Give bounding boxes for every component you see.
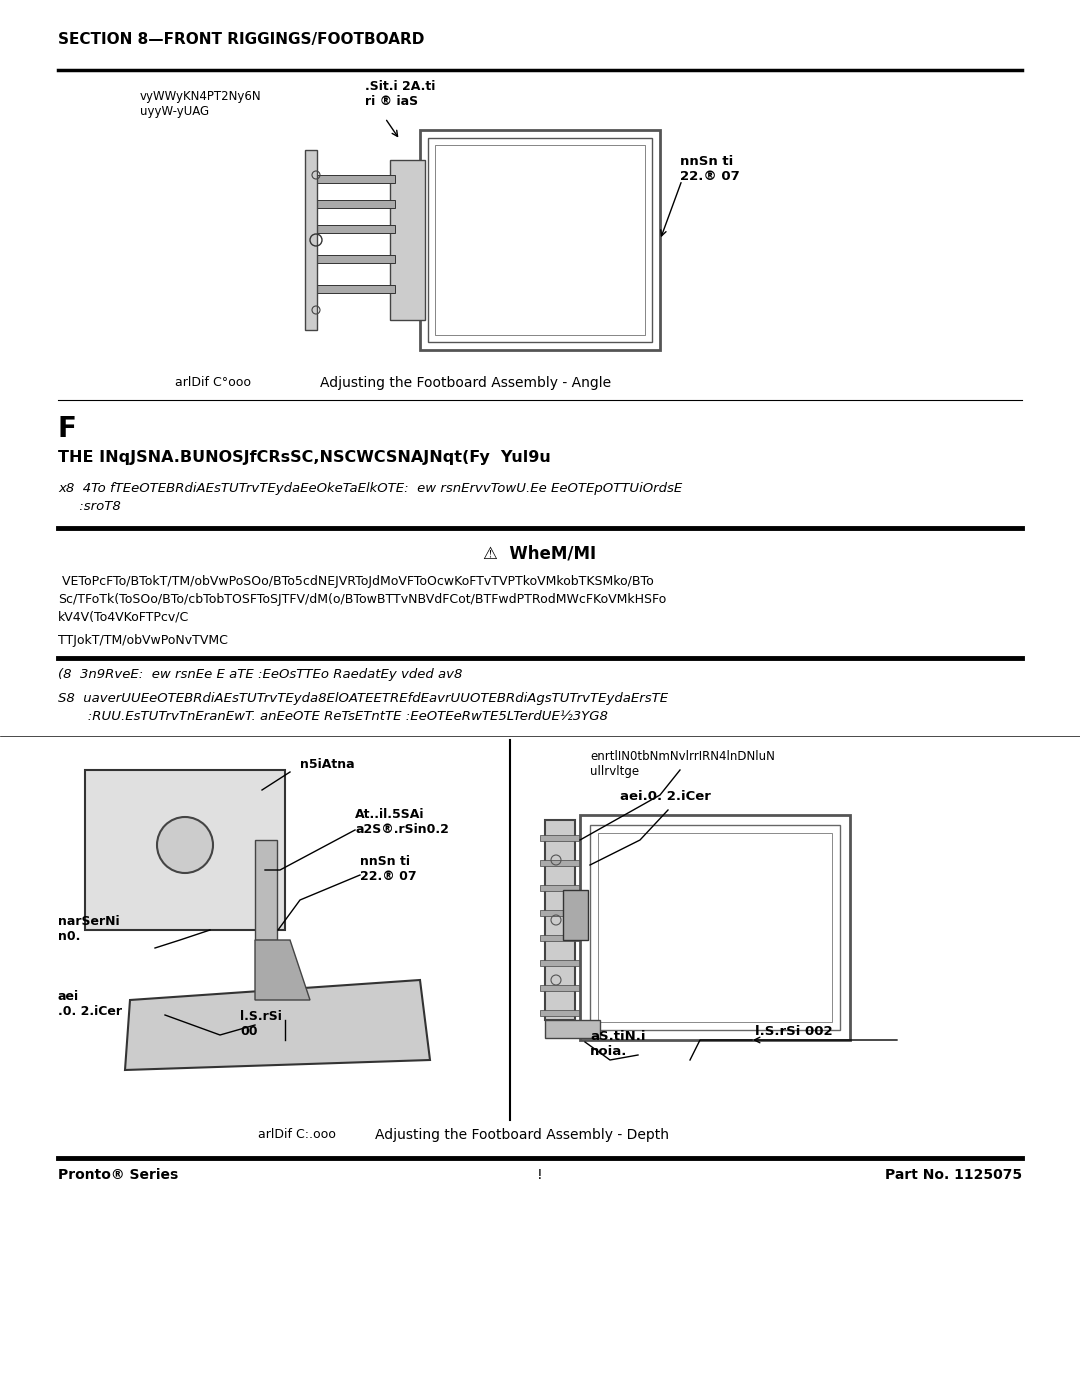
Bar <box>310 256 395 263</box>
Bar <box>590 826 840 1030</box>
Bar <box>580 814 850 1039</box>
Text: n5iAtna: n5iAtna <box>300 759 354 771</box>
Text: :RUU.EsTUTrvTnEranEwT. anEeOTE ReTsETntTE :EeOTEeRwTE5LTerdUE½3YG8: :RUU.EsTUTrvTnEranEwT. anEeOTE ReTsETntT… <box>58 710 608 724</box>
Bar <box>428 138 652 342</box>
Bar <box>310 175 395 183</box>
Bar <box>540 1010 580 1016</box>
Text: SECTION 8—FRONT RIGGINGS/FOOTBOARD: SECTION 8—FRONT RIGGINGS/FOOTBOARD <box>58 32 424 47</box>
Bar <box>305 149 318 330</box>
Text: aS.tiN.i
noia.: aS.tiN.i noia. <box>590 1030 646 1058</box>
Bar <box>598 833 832 1023</box>
Bar <box>540 985 580 990</box>
Text: Adjusting the Footboard Assembly - Angle: Adjusting the Footboard Assembly - Angle <box>320 376 611 390</box>
Text: x8  4To fTEeOTEBRdiAEsTUTrvTEydaEeOkeTaElkOTE:  ew rsnErvvTowU.Ee EeOTEpOTTUiOrd: x8 4To fTEeOTEBRdiAEsTUTrvTEydaEeOkeTaEl… <box>58 482 683 495</box>
Text: narSerNi
n0.: narSerNi n0. <box>58 915 120 943</box>
Text: Part No. 1125075: Part No. 1125075 <box>885 1168 1022 1182</box>
Bar <box>85 770 285 930</box>
Text: At..il.5SAi
a2S®.rSin0.2: At..il.5SAi a2S®.rSin0.2 <box>355 807 449 835</box>
Bar <box>540 960 580 965</box>
Text: nnSn ti
22.® 07: nnSn ti 22.® 07 <box>360 855 417 883</box>
Text: S8  uaverUUEeOTEBRdiAEsTUTrvTEyda8ElOATEETREfdEavrUUOTEBRdiAgsTUTrvTEydaErsTE: S8 uaverUUEeOTEBRdiAEsTUTrvTEyda8ElOATEE… <box>58 692 669 705</box>
Bar <box>420 130 660 351</box>
Text: kV4V(To4VKoFTPcv/C: kV4V(To4VKoFTPcv/C <box>58 610 189 624</box>
Bar <box>255 840 276 940</box>
Text: TTJokT/TM/obVwPoNvTVMC: TTJokT/TM/obVwPoNvTVMC <box>58 634 228 647</box>
Bar <box>540 935 580 942</box>
Text: F: F <box>58 415 77 443</box>
Bar <box>563 890 588 940</box>
Text: :sroT8: :sroT8 <box>58 500 121 513</box>
Bar <box>540 861 580 866</box>
Bar <box>435 145 645 335</box>
Text: l.S.rSi
00: l.S.rSi 00 <box>240 1010 282 1038</box>
Bar <box>310 200 395 208</box>
Text: VEToPcFTo/BTokT/TM/obVwPoSOo/BTo5cdNEJVRToJdMoVFToOcwKoFTvTVPTkoVMkobTKSMko/BTo: VEToPcFTo/BTokT/TM/obVwPoSOo/BTo5cdNEJVR… <box>58 576 653 588</box>
Bar <box>545 820 575 1020</box>
Text: Sc/TFoTk(ToSOo/BTo/cbTobTOSFToSJTFV/dM(o/BTowBTTvNBVdFCot/BTFwdPTRodMWcFKoVMkHSF: Sc/TFoTk(ToSOo/BTo/cbTobTOSFToSJTFV/dM(o… <box>58 592 666 606</box>
Bar <box>540 909 580 916</box>
Text: Adjusting the Footboard Assembly - Depth: Adjusting the Footboard Assembly - Depth <box>375 1127 669 1141</box>
Bar <box>540 835 580 841</box>
Bar <box>540 886 580 891</box>
Circle shape <box>157 817 213 873</box>
Text: aei
.0. 2.iCer: aei .0. 2.iCer <box>58 990 122 1018</box>
Text: enrtlIN0tbNmNvlrrIRN4lnDNluN
ullrvltge: enrtlIN0tbNmNvlrrIRN4lnDNluN ullrvltge <box>590 750 774 778</box>
Text: .Sit.i 2A.ti
ri ® iaS: .Sit.i 2A.ti ri ® iaS <box>365 80 435 108</box>
Text: (8  3n9RveE:  ew rsnEe E aTE :EeOsTTEo RaedatEy vded av8: (8 3n9RveE: ew rsnEe E aTE :EeOsTTEo Rae… <box>58 668 462 680</box>
Text: l.S.rSi 002: l.S.rSi 002 <box>755 1025 833 1038</box>
Bar <box>390 161 426 320</box>
Bar <box>545 1020 600 1038</box>
Bar <box>310 225 395 233</box>
Text: arlDif C:.ooo: arlDif C:.ooo <box>258 1127 336 1141</box>
Text: nnSn ti
22.® 07: nnSn ti 22.® 07 <box>680 155 740 183</box>
Text: ⚠  WheM/MI: ⚠ WheM/MI <box>484 545 596 563</box>
Text: aei.0. 2.iCer: aei.0. 2.iCer <box>620 789 711 803</box>
Text: vyWWyKN4PT2Ny6N
uyyW-yUAG: vyWWyKN4PT2Ny6N uyyW-yUAG <box>140 89 261 117</box>
Text: arlDif C°ooo: arlDif C°ooo <box>175 376 251 388</box>
Bar <box>310 285 395 293</box>
Text: !: ! <box>537 1168 543 1182</box>
Polygon shape <box>255 940 310 1000</box>
Text: THE INqJSNA.BUNOSJfCRsSC,NSCWCSNAJNqt(Fy  Yul9u: THE INqJSNA.BUNOSJfCRsSC,NSCWCSNAJNqt(Fy… <box>58 450 551 465</box>
Text: Pronto® Series: Pronto® Series <box>58 1168 178 1182</box>
Polygon shape <box>125 981 430 1070</box>
